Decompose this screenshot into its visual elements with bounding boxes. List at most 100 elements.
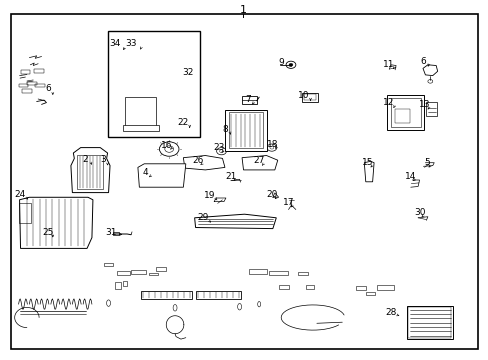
Circle shape: [269, 146, 273, 149]
Text: 17: 17: [282, 198, 294, 207]
Text: 27: 27: [253, 156, 264, 166]
Text: 29: 29: [197, 213, 208, 222]
Circle shape: [285, 61, 295, 68]
Bar: [27, 82, 37, 85]
Polygon shape: [71, 148, 110, 193]
Bar: [141, 291, 192, 299]
Polygon shape: [20, 197, 93, 248]
Text: 2: 2: [82, 155, 88, 163]
Circle shape: [177, 174, 182, 177]
Text: 25: 25: [42, 229, 54, 238]
Bar: [365, 292, 374, 295]
Text: 26: 26: [192, 156, 203, 166]
Bar: [107, 31, 200, 137]
Bar: [228, 112, 263, 148]
Circle shape: [216, 148, 226, 155]
Bar: [149, 273, 158, 275]
Text: 16: 16: [160, 141, 172, 150]
Bar: [305, 285, 314, 289]
Bar: [407, 307, 450, 338]
Text: 32: 32: [182, 68, 194, 77]
Bar: [426, 102, 436, 116]
Ellipse shape: [173, 305, 177, 311]
Text: 14: 14: [404, 172, 416, 181]
Bar: [77, 155, 102, 189]
Ellipse shape: [106, 300, 110, 306]
Bar: [22, 89, 32, 93]
Text: 22: 22: [177, 118, 189, 127]
Bar: [195, 291, 240, 299]
Text: 4: 4: [142, 168, 148, 177]
Polygon shape: [422, 65, 437, 76]
Text: 5: 5: [423, 158, 429, 167]
Ellipse shape: [237, 303, 241, 310]
Bar: [224, 110, 266, 151]
Text: 18: 18: [266, 140, 278, 149]
Bar: [304, 94, 315, 100]
Text: 28: 28: [385, 308, 396, 317]
Text: 11: 11: [382, 60, 394, 69]
Bar: [123, 281, 127, 286]
Text: 12: 12: [382, 98, 394, 107]
Circle shape: [142, 174, 146, 177]
Bar: [19, 203, 31, 223]
Bar: [302, 93, 317, 102]
Bar: [298, 272, 307, 275]
Text: 31: 31: [105, 228, 117, 237]
Text: 13: 13: [418, 100, 429, 109]
Text: 20: 20: [265, 190, 277, 199]
Polygon shape: [242, 156, 277, 170]
Bar: [376, 285, 393, 290]
Ellipse shape: [257, 302, 260, 307]
Text: 23: 23: [213, 143, 224, 152]
Polygon shape: [138, 164, 185, 187]
Text: 19: 19: [203, 192, 215, 200]
Circle shape: [150, 174, 155, 177]
Circle shape: [159, 142, 179, 156]
Bar: [242, 96, 256, 104]
Text: 34: 34: [109, 40, 121, 49]
Bar: [278, 285, 289, 289]
Text: 6: 6: [45, 84, 51, 93]
Circle shape: [168, 174, 173, 177]
Text: 7: 7: [245, 95, 251, 104]
Bar: [113, 232, 119, 235]
Text: 8: 8: [222, 125, 227, 134]
Circle shape: [266, 144, 276, 151]
Bar: [19, 84, 28, 87]
Circle shape: [164, 146, 173, 152]
Text: 10: 10: [298, 91, 309, 100]
Bar: [386, 95, 423, 130]
Bar: [117, 271, 129, 275]
Text: 6: 6: [420, 57, 426, 66]
Text: 30: 30: [413, 208, 425, 217]
Bar: [187, 116, 196, 130]
Text: 24: 24: [14, 190, 25, 199]
Polygon shape: [183, 156, 224, 170]
Bar: [394, 109, 409, 123]
Bar: [115, 282, 121, 289]
Bar: [123, 125, 159, 131]
Text: 15: 15: [361, 158, 373, 167]
Bar: [268, 271, 287, 275]
Bar: [155, 267, 166, 271]
Bar: [390, 98, 420, 127]
Text: 21: 21: [224, 172, 236, 181]
Bar: [124, 97, 156, 126]
Bar: [20, 70, 30, 74]
Polygon shape: [364, 161, 373, 182]
Circle shape: [288, 63, 292, 66]
Bar: [355, 286, 365, 290]
Text: 1: 1: [239, 5, 246, 15]
Bar: [34, 69, 44, 73]
Polygon shape: [194, 214, 276, 229]
Bar: [35, 84, 45, 87]
Circle shape: [427, 80, 432, 83]
Text: 33: 33: [125, 40, 137, 49]
Circle shape: [159, 174, 164, 177]
Text: 3: 3: [100, 155, 105, 163]
Bar: [406, 306, 452, 339]
Bar: [103, 263, 113, 266]
Circle shape: [219, 150, 223, 153]
Bar: [249, 269, 266, 274]
